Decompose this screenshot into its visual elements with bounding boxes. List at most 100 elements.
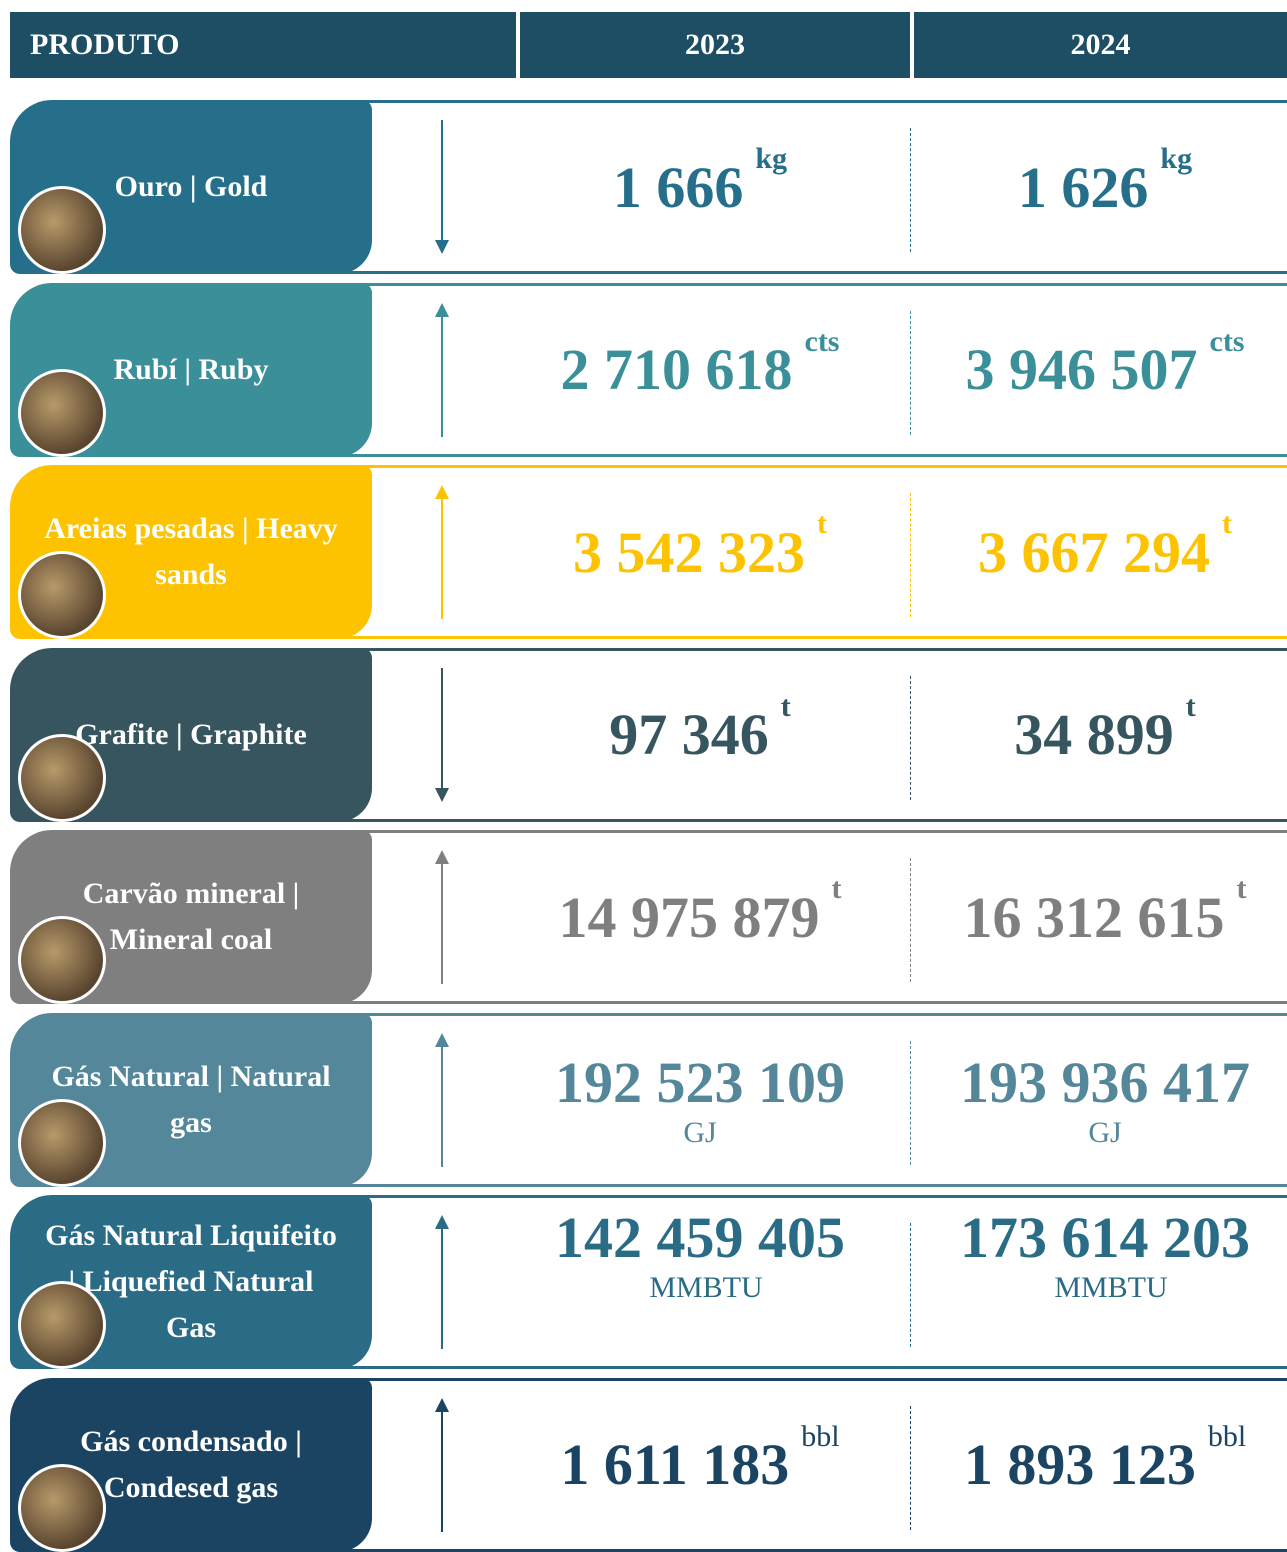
row: Rubí | Ruby 2 710 618 cts 3 946 507 cts xyxy=(0,282,1287,457)
value: 193 936 417 xyxy=(960,1050,1250,1115)
product-image xyxy=(18,186,106,274)
value-cell: 97 346 t xyxy=(505,648,895,822)
value: 1 611 183 xyxy=(560,1432,790,1497)
product-image xyxy=(18,551,106,639)
trend-arrow xyxy=(435,850,449,984)
header-cell: PRODUTO xyxy=(10,12,516,78)
unit: t xyxy=(831,872,842,905)
product-image xyxy=(18,1463,106,1552)
column-divider xyxy=(910,1040,911,1165)
column-divider xyxy=(910,675,911,800)
row: Gás Natural | Natural gas 192 523 109 GJ 19… xyxy=(0,1012,1287,1187)
product-label: Gás condensado | Condesed gas xyxy=(80,1424,302,1504)
trend-arrow xyxy=(435,120,449,254)
value: 192 523 109 xyxy=(555,1050,845,1115)
value: 142 459 405 xyxy=(555,1204,845,1270)
row-border xyxy=(300,465,1287,468)
row-border xyxy=(300,100,1287,103)
product-label: Grafite | Graphite xyxy=(75,717,307,751)
row-border xyxy=(300,282,1287,286)
value: 97 346 xyxy=(609,702,769,767)
product-image xyxy=(18,1281,106,1369)
unit: GJ xyxy=(683,1116,717,1149)
product-tab: Gás Natural Liquifeito | Liquefied Natur… xyxy=(10,1195,372,1369)
product-tab: Areias pesadas | Heavy sands xyxy=(10,465,372,639)
value-cell: 142 459 405 MMBTU xyxy=(505,1195,895,1369)
unit: t xyxy=(1185,689,1196,723)
trend-arrow xyxy=(435,485,449,619)
unit: t xyxy=(1236,872,1247,905)
trend-arrow xyxy=(435,302,449,437)
value: 1 893 123 xyxy=(963,1432,1196,1497)
trend-arrow xyxy=(435,1032,449,1167)
row: Gás condensado | Condesed gas 1 611 183 bb… xyxy=(0,1377,1287,1552)
value-cell: 2 710 618 cts xyxy=(505,283,895,457)
product-image xyxy=(18,1098,106,1187)
header-cell: 2023 xyxy=(520,12,910,78)
unit: cts xyxy=(1209,324,1245,358)
row-border xyxy=(300,453,1287,457)
column-divider xyxy=(910,128,911,252)
value-cell: 192 523 109 GJ xyxy=(505,1013,895,1187)
column-divider xyxy=(910,310,911,435)
value: 1 626 xyxy=(1017,154,1149,220)
product-tab: Gás Natural | Natural gas xyxy=(10,1012,372,1187)
product-label: Gás Natural Liquifeito | Liquefied Natur… xyxy=(45,1219,337,1344)
value: 16 312 615 xyxy=(963,884,1225,950)
row-border xyxy=(300,1195,1287,1198)
value-cell: 3 667 294 t xyxy=(910,465,1287,639)
value-cell: 1 611 183 bbl xyxy=(505,1378,895,1552)
product-label: Gás Natural | Natural gas xyxy=(51,1059,331,1139)
row-border xyxy=(300,636,1287,639)
unit: bbl xyxy=(801,1419,840,1453)
row: Grafite | Graphite 97 346 t 34 899 t xyxy=(0,647,1287,822)
product-label: Ouro | Gold xyxy=(114,170,268,203)
unit: kg xyxy=(755,142,788,175)
unit: t xyxy=(817,507,827,540)
unit: MMBTU xyxy=(1054,1270,1168,1304)
trend-arrow xyxy=(435,1397,449,1532)
value-cell: 16 312 615 t xyxy=(910,830,1287,1004)
unit: bbl xyxy=(1207,1419,1247,1453)
product-image xyxy=(18,916,106,1004)
row: Areias pesadas | Heavy sands 3 542 323 t 3 … xyxy=(0,465,1287,639)
value: 1 666 xyxy=(612,154,744,220)
unit: t xyxy=(1222,507,1232,540)
value-cell: 14 975 879 t xyxy=(505,830,895,1004)
value: 3 946 507 xyxy=(965,337,1198,402)
header-cell: 2024 xyxy=(914,12,1287,78)
product-tab: Rubí | Ruby xyxy=(10,282,372,457)
row-border xyxy=(300,1377,1287,1381)
value: 2 710 618 xyxy=(560,337,793,402)
value: 3 667 294 xyxy=(978,519,1210,585)
column-divider xyxy=(910,493,911,617)
column-divider xyxy=(910,858,911,982)
product-tab: Gás condensado | Condesed gas xyxy=(10,1377,372,1552)
product-image xyxy=(18,368,106,457)
unit: cts xyxy=(804,324,840,358)
row-border xyxy=(300,818,1287,822)
product-tab: Carvão mineral | Mineral coal xyxy=(10,830,372,1004)
unit: t xyxy=(780,689,791,723)
row-border xyxy=(300,647,1287,651)
value-cell: 1 893 123 bbl xyxy=(910,1378,1287,1552)
column-divider xyxy=(910,1405,911,1530)
value: 173 614 203 xyxy=(960,1204,1250,1270)
row-border xyxy=(300,1012,1287,1016)
product-tab: Ouro | Gold xyxy=(10,100,372,274)
value-cell: 173 614 203 MMBTU xyxy=(910,1195,1287,1369)
trend-arrow xyxy=(435,1215,449,1349)
value: 34 899 xyxy=(1014,702,1174,767)
value: 3 542 323 xyxy=(573,519,805,585)
row: Ouro | Gold 1 666 kg 1 626 kg xyxy=(0,100,1287,274)
product-tab: Grafite | Graphite xyxy=(10,647,372,822)
unit: kg xyxy=(1160,142,1193,175)
value-cell: 1 666 kg xyxy=(505,100,895,274)
value-cell: 34 899 t xyxy=(910,648,1287,822)
product-label: Areias pesadas | Heavy sands xyxy=(44,512,338,591)
row-border xyxy=(300,1366,1287,1369)
value-cell: 1 626 kg xyxy=(910,100,1287,274)
value-cell: 3 946 507 cts xyxy=(910,283,1287,457)
row-border xyxy=(300,271,1287,274)
